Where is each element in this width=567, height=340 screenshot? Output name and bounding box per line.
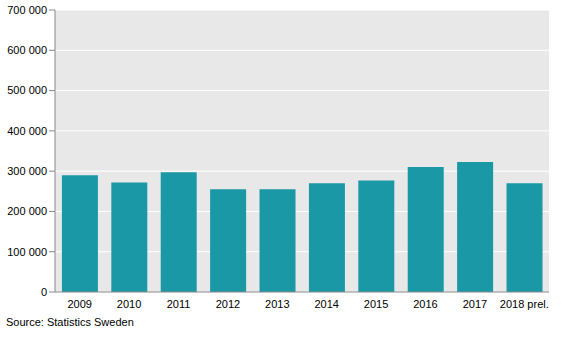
html-text:Source: Statistics Sweden: Source: Statistics Sweden — [6, 316, 134, 328]
svg-text:2012: 2012 — [216, 298, 240, 310]
svg-text:300 000: 300 000 — [8, 165, 47, 177]
svg-text:500 000: 500 000 — [8, 84, 47, 96]
svg-text:600 000: 600 000 — [8, 44, 47, 56]
svg-text:2015: 2015 — [364, 298, 388, 310]
svg-text:2017: 2017 — [463, 298, 487, 310]
svg-text:2010: 2010 — [117, 298, 141, 310]
svg-text:2011: 2011 — [167, 298, 191, 310]
svg-text:700 000: 700 000 — [8, 4, 47, 16]
svg-text:200 000: 200 000 — [8, 205, 47, 217]
svg-text:0: 0 — [41, 286, 47, 298]
svg-text:2009: 2009 — [67, 298, 91, 310]
svg-text:100 000: 100 000 — [8, 246, 47, 258]
svg-text:2018 prel.: 2018 prel. — [500, 298, 549, 310]
svg-text:2013: 2013 — [265, 298, 289, 310]
svg-text:2016: 2016 — [413, 298, 437, 310]
svg-text:2014: 2014 — [314, 298, 338, 310]
svg-text:400 000: 400 000 — [8, 125, 47, 137]
